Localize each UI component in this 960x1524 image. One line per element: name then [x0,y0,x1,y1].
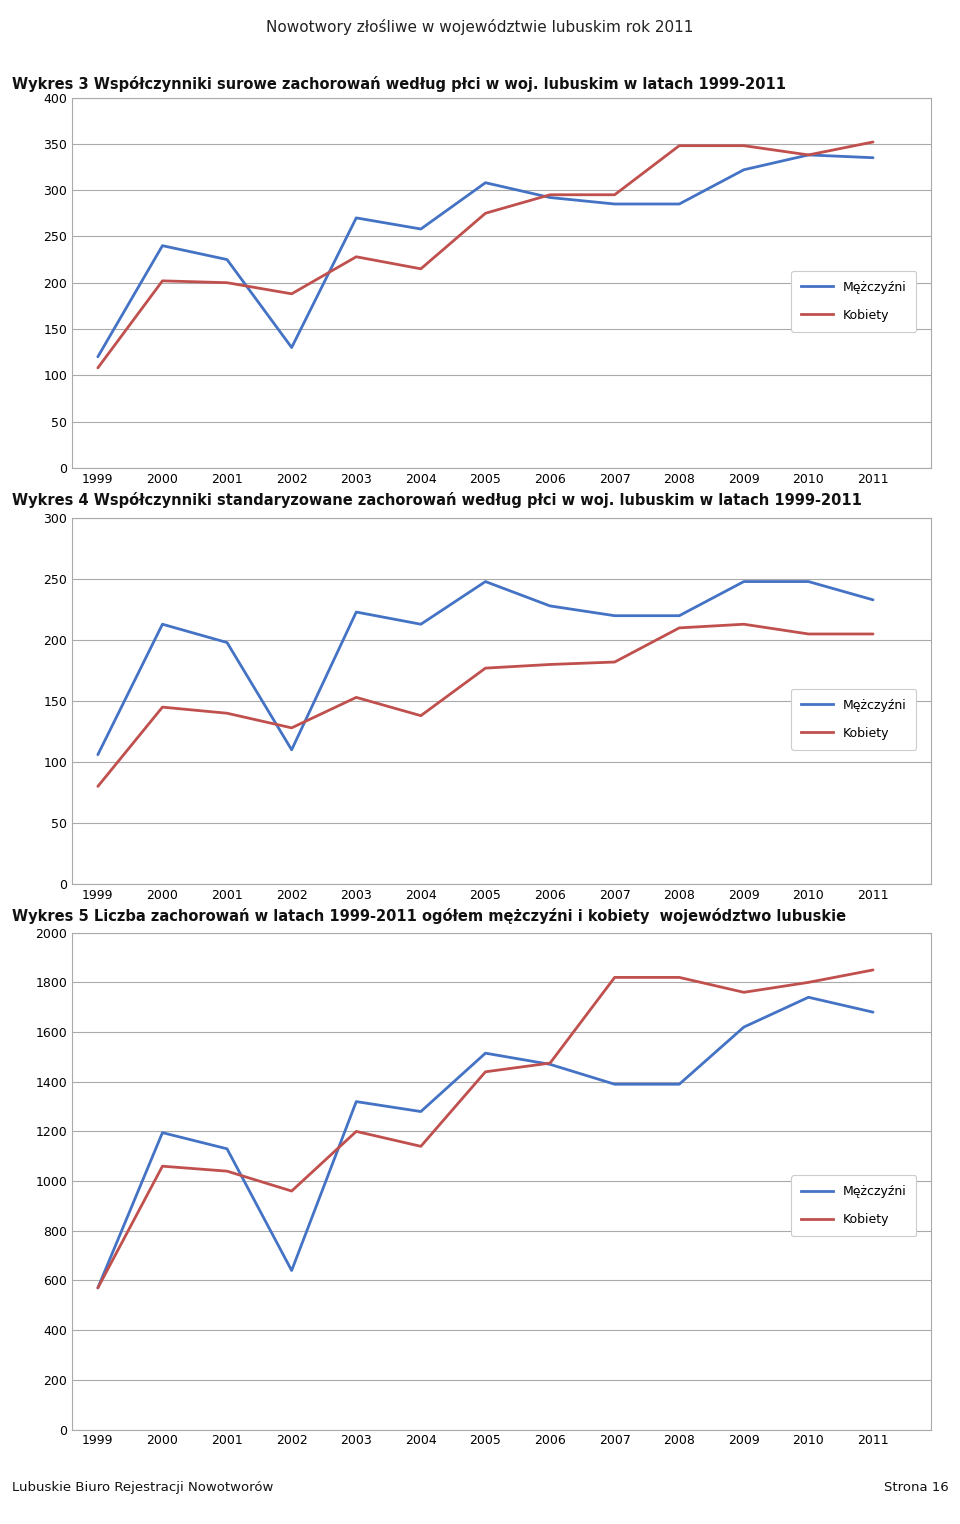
Text: Wykres 4 Współczynniki standaryzowane zachorowań według płci w woj. lubuskim w l: Wykres 4 Współczynniki standaryzowane za… [12,492,861,509]
Legend: Mężczyźni, Kobiety: Mężczyźni, Kobiety [791,689,917,750]
Text: Wykres 3 Współczynniki surowe zachorowań według płci w woj. lubuskim w latach 19: Wykres 3 Współczynniki surowe zachorowań… [12,76,785,91]
Text: Wykres 5 Liczba zachorowań w latach 1999-2011 ogółem mężczyźni i kobiety  wojewó: Wykres 5 Liczba zachorowań w latach 1999… [12,908,846,924]
Legend: Mężczyźni, Kobiety: Mężczyźni, Kobiety [791,1175,917,1236]
Legend: Mężczyźni, Kobiety: Mężczyźni, Kobiety [791,271,917,332]
Text: Nowotwory złośliwe w województwie lubuskim rok 2011: Nowotwory złośliwe w województwie lubusk… [266,18,694,35]
Text: Lubuskie Biuro Rejestracji Nowotworów: Lubuskie Biuro Rejestracji Nowotworów [12,1481,273,1495]
Text: Strona 16: Strona 16 [884,1481,948,1495]
